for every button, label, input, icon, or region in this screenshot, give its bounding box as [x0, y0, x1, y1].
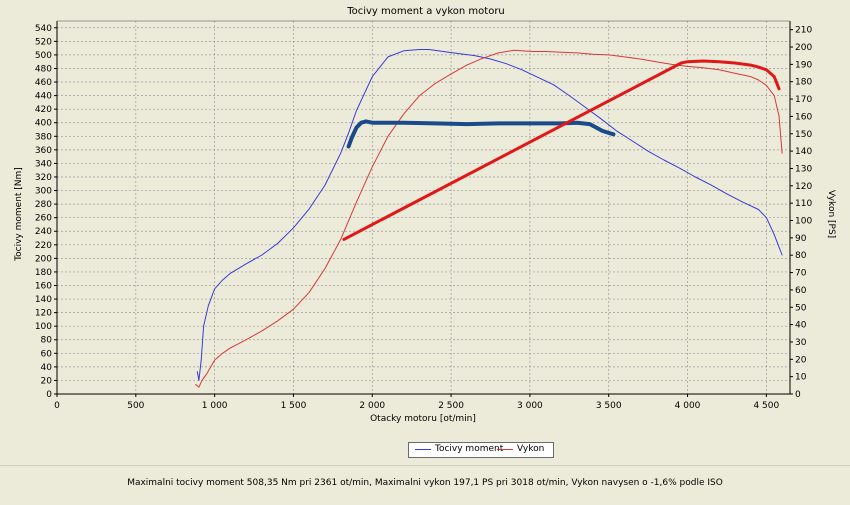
left-tick-label: 420	[35, 105, 52, 115]
legend-label-power: Vykon	[517, 444, 545, 454]
left-tick-label: 340	[35, 159, 52, 169]
left-tick-label: 440	[35, 92, 52, 102]
left-tick-label: 380	[35, 132, 52, 142]
series-line-max-moment-loop	[346, 119, 616, 149]
left-tick-label: 280	[35, 200, 52, 210]
x-tick-label: 4 500	[753, 401, 779, 411]
left-y-axis-ticks: 0 20 40 60 80 100 120 140 160 180 200 220 240 260 280 3…	[35, 24, 57, 400]
x-tick-label: 3 500	[596, 401, 622, 411]
left-tick-label: 200	[35, 254, 52, 264]
right-tick-label: 90	[795, 234, 807, 244]
legend: Tocivy moment Vykon	[408, 442, 554, 458]
legend-swatch-torque	[415, 448, 431, 450]
right-tick-label: 70	[795, 269, 807, 279]
series-lines	[195, 49, 783, 388]
legend-label-torque: Tocivy moment	[435, 444, 504, 454]
left-tick-label: 240	[35, 227, 52, 237]
left-tick-label: 300	[35, 187, 52, 197]
left-tick-label: 540	[35, 24, 52, 34]
footer: Maximalni tocivy moment 508,35 Nm pri 23…	[0, 465, 850, 505]
x-tick-label: 4 000	[675, 401, 701, 411]
grid-lines	[57, 21, 790, 394]
right-tick-label: 120	[795, 182, 812, 192]
right-tick-label: 140	[795, 147, 812, 157]
left-y-axis-label: Tocivy moment [Nm]	[14, 167, 24, 262]
x-axis-label: Otacky motoru [ot/min]	[370, 414, 476, 424]
right-tick-label: 180	[795, 78, 812, 88]
left-tick-label: 500	[35, 51, 52, 61]
right-tick-label: 150	[795, 130, 812, 140]
summary-text: Maximalni tocivy moment 508,35 Nm pri 23…	[127, 478, 723, 488]
x-tick-label: 1 000	[202, 401, 228, 411]
axes	[56, 20, 791, 395]
right-tick-label: 130	[795, 164, 812, 174]
left-tick-label: 480	[35, 64, 52, 74]
right-tick-label: 210	[795, 26, 812, 36]
left-tick-label: 140	[35, 295, 52, 305]
x-tick-label: 1 500	[281, 401, 307, 411]
left-tick-label: 60	[41, 349, 53, 359]
left-tick-label: 120	[35, 309, 52, 319]
right-tick-label: 0	[795, 390, 801, 400]
x-tick-label: 2 000	[359, 401, 385, 411]
series-line-tocivy-moment	[196, 49, 783, 381]
left-tick-label: 20	[41, 376, 53, 386]
right-tick-label: 110	[795, 199, 812, 209]
chart-title: Tocivy moment a vykon motoru	[346, 6, 505, 17]
left-tick-label: 400	[35, 119, 52, 129]
legend-swatch-power	[497, 448, 513, 450]
right-tick-label: 80	[795, 251, 807, 261]
left-tick-label: 160	[35, 281, 52, 291]
x-tick-label: 2 500	[438, 401, 464, 411]
engine-chart: Tocivy moment a vykon motoru 0 500 1 000 1 …	[14, 6, 836, 424]
right-tick-label: 30	[795, 338, 807, 348]
left-tick-label: 0	[46, 390, 52, 400]
series-line-vykon	[195, 49, 783, 388]
left-tick-label: 260	[35, 214, 52, 224]
left-tick-label: 40	[41, 363, 53, 373]
right-tick-label: 20	[795, 355, 807, 365]
right-tick-label: 60	[795, 286, 807, 296]
left-tick-label: 520	[35, 37, 52, 47]
right-tick-label: 170	[795, 95, 812, 105]
right-tick-label: 10	[795, 373, 807, 383]
series-line-max-vykon-line	[342, 59, 781, 241]
right-y-axis-label: Vykon [PS]	[826, 190, 836, 238]
right-tick-label: 200	[795, 43, 812, 53]
left-tick-label: 180	[35, 268, 52, 278]
right-tick-label: 190	[795, 60, 812, 70]
right-tick-label: 160	[795, 112, 812, 122]
right-y-axis-ticks: 0 10 20 30 40 50 60 70 80 90 100 110 120 130 140 150 160…	[790, 26, 812, 400]
x-axis-ticks: 0 500 1 000 1 500 2 000 2 500 3 000 3 500 4 000 4…	[54, 394, 780, 411]
legend-item-torque: Tocivy moment	[415, 444, 503, 454]
x-tick-label: 500	[127, 401, 144, 411]
left-tick-label: 360	[35, 146, 52, 156]
x-tick-label: 3 000	[517, 401, 543, 411]
left-tick-label: 460	[35, 78, 52, 88]
left-tick-label: 100	[35, 322, 52, 332]
left-tick-label: 320	[35, 173, 52, 183]
left-tick-label: 220	[35, 241, 52, 251]
right-tick-label: 40	[795, 321, 807, 331]
right-tick-label: 100	[795, 217, 812, 227]
legend-item-power: Vykon	[497, 444, 544, 454]
x-tick-label: 0	[54, 401, 60, 411]
right-tick-label: 50	[795, 303, 807, 313]
left-tick-label: 80	[41, 336, 53, 346]
